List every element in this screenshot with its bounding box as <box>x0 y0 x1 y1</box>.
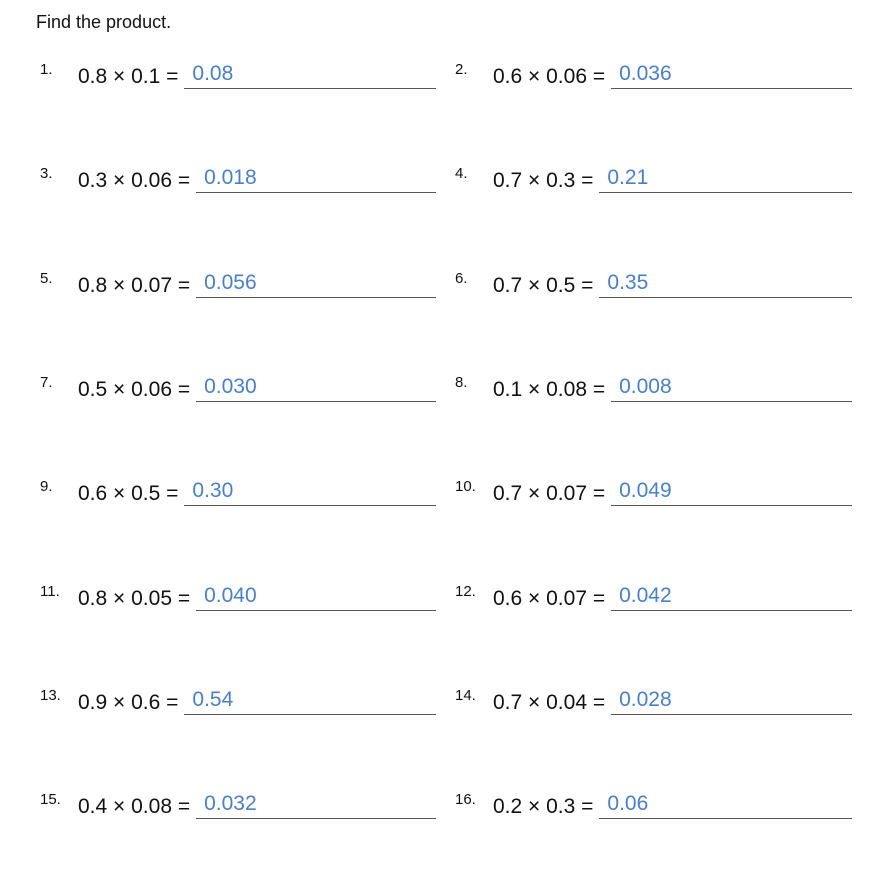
problem-number: 4. <box>455 165 468 183</box>
problem: 13. 0.9 × 0.6 = 0.54 <box>40 685 436 715</box>
problem: 1. 0.8 × 0.1 = 0.08 <box>40 59 436 89</box>
answer-field[interactable]: 0.042 <box>611 584 852 611</box>
problem-expression: 0.2 × 0.3 = <box>493 795 594 819</box>
problem-number: 13. <box>40 686 61 704</box>
problem: 3. 0.3 × 0.06 = 0.018 <box>40 163 436 194</box>
problem-expression: 0.8 × 0.1 = <box>78 65 179 88</box>
problem: 4. 0.7 × 0.3 = 0.21 <box>455 163 852 194</box>
problem-number: 2. <box>455 61 468 78</box>
problem-number: 16. <box>455 791 476 809</box>
problem: 10. 0.7 × 0.07 = 0.049 <box>455 476 852 507</box>
problem-expression: 0.6 × 0.5 = <box>78 482 179 506</box>
problem: 14. 0.7 × 0.04 = 0.028 <box>455 685 852 715</box>
answer-field[interactable]: 0.040 <box>196 584 436 611</box>
answer-field[interactable]: 0.030 <box>196 375 436 402</box>
problem-expression: 0.7 × 0.07 = <box>493 482 606 506</box>
answer-field[interactable]: 0.056 <box>196 271 436 298</box>
answer-field[interactable]: 0.06 <box>599 792 852 820</box>
problem-expression: 0.1 × 0.08 = <box>493 377 606 401</box>
problem: 16. 0.2 × 0.3 = 0.06 <box>455 789 852 820</box>
problem-expression: 0.4 × 0.08 = <box>78 795 191 819</box>
answer-field[interactable]: 0.35 <box>599 271 852 298</box>
problem-expression: 0.8 × 0.07 = <box>78 273 191 297</box>
problem: 5. 0.8 × 0.07 = 0.056 <box>40 268 436 298</box>
problem: 7. 0.5 × 0.06 = 0.030 <box>40 372 436 402</box>
problem: 2. 0.6 × 0.06 = 0.036 <box>455 59 852 89</box>
problem: 9. 0.6 × 0.5 = 0.30 <box>40 476 436 507</box>
problem: 15. 0.4 × 0.08 = 0.032 <box>40 789 436 820</box>
problem: 8. 0.1 × 0.08 = 0.008 <box>455 372 852 402</box>
problem-number: 3. <box>40 165 53 183</box>
answer-field[interactable]: 0.21 <box>599 166 852 194</box>
problem-expression: 0.5 × 0.06 = <box>78 377 191 401</box>
problem-expression: 0.7 × 0.3 = <box>493 169 594 193</box>
problem: 6. 0.7 × 0.5 = 0.35 <box>455 268 852 298</box>
answer-field[interactable]: 0.30 <box>184 479 436 507</box>
answer-field[interactable]: 0.018 <box>196 166 436 194</box>
problem-expression: 0.6 × 0.07 = <box>493 586 606 610</box>
problem-number: 8. <box>455 373 468 391</box>
worksheet-title: Find the product. <box>36 12 172 32</box>
problem-expression: 0.8 × 0.05 = <box>78 586 191 610</box>
problem-number: 14. <box>455 686 476 704</box>
problem-expression: 0.7 × 0.5 = <box>493 273 594 297</box>
answer-field[interactable]: 0.049 <box>611 479 852 507</box>
problem: 11. 0.8 × 0.05 = 0.040 <box>40 581 436 611</box>
problem-expression: 0.3 × 0.06 = <box>78 169 191 193</box>
problem-number: 11. <box>40 582 60 600</box>
problem-number: 12. <box>455 582 476 600</box>
problem-number: 9. <box>40 478 53 496</box>
problem-number: 10. <box>455 478 476 496</box>
problem-expression: 0.9 × 0.6 = <box>78 690 179 714</box>
problem-expression: 0.7 × 0.04 = <box>493 690 606 714</box>
answer-field[interactable]: 0.08 <box>184 62 436 89</box>
answer-field[interactable]: 0.036 <box>611 62 852 89</box>
problem-number: 6. <box>455 269 468 287</box>
problem-number: 5. <box>40 269 53 287</box>
problem: 12. 0.6 × 0.07 = 0.042 <box>455 581 852 611</box>
answer-field[interactable]: 0.008 <box>611 375 852 402</box>
problem-number: 15. <box>40 791 61 809</box>
answer-field[interactable]: 0.54 <box>184 688 436 715</box>
answer-field[interactable]: 0.032 <box>196 792 436 820</box>
answer-field[interactable]: 0.028 <box>611 688 852 715</box>
problem-number: 7. <box>40 373 53 391</box>
problem-expression: 0.6 × 0.06 = <box>493 65 606 88</box>
problem-number: 1. <box>40 61 53 78</box>
